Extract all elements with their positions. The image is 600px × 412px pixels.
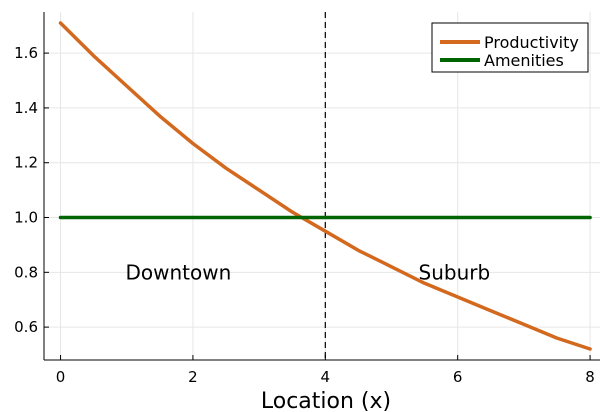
- tick-labels: 0 2 4 6 8 0.6 0.8 1.0 1.2 1.4 1.6: [14, 44, 595, 386]
- grid: [44, 12, 600, 360]
- x-tick-label: 4: [321, 368, 331, 386]
- legend-label-productivity: Productivity: [484, 33, 579, 52]
- series-line-productivity: [58, 21, 592, 351]
- x-tick-label: 0: [56, 368, 66, 386]
- y-tick-label: 1.6: [14, 44, 38, 62]
- legend: Productivity Amenities: [431, 22, 589, 73]
- region-label-downtown: Downtown: [125, 260, 231, 284]
- y-tick-label: 1.2: [14, 154, 38, 172]
- region-label-suburb: Suburb: [419, 260, 491, 284]
- y-tick-label: 0.8: [14, 263, 38, 281]
- y-tick-label: 1.0: [14, 209, 38, 227]
- x-tick-label: 6: [453, 368, 463, 386]
- x-tick-label: 8: [585, 368, 595, 386]
- y-tick-label: 0.6: [14, 318, 38, 336]
- series-layer: [58, 21, 592, 351]
- annotations: Downtown Suburb: [125, 260, 490, 284]
- y-tick-label: 1.4: [14, 99, 38, 117]
- x-tick-label: 2: [188, 368, 198, 386]
- legend-label-amenities: Amenities: [484, 51, 564, 70]
- x-axis-label: Location (x): [261, 389, 391, 412]
- axes: [43, 12, 600, 361]
- legend-box: [431, 22, 589, 73]
